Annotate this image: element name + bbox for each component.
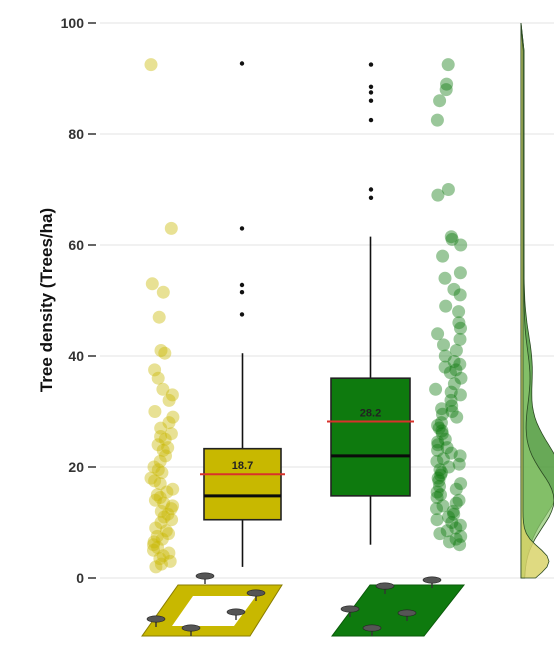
outlier-point: [369, 118, 373, 122]
tick-label-80: 80: [68, 126, 84, 142]
outlier-point: [369, 85, 373, 89]
data-point: [439, 300, 452, 313]
data-point: [165, 222, 178, 235]
tree-crown: [227, 609, 245, 615]
outlier-point: [240, 283, 244, 287]
data-point: [430, 502, 443, 515]
group-icons: [142, 573, 464, 636]
outlier-point: [240, 61, 244, 65]
data-point: [453, 538, 466, 551]
tree-icon: [196, 573, 214, 584]
data-point: [454, 239, 467, 252]
data-point: [429, 383, 442, 396]
tick-label-40: 40: [68, 348, 84, 364]
data-point: [436, 250, 449, 263]
tree-crown: [341, 606, 359, 612]
outlier-point: [240, 312, 244, 316]
tree-crown: [376, 583, 394, 589]
data-point: [157, 286, 170, 299]
tree-crown: [363, 625, 381, 631]
outlier-point: [240, 290, 244, 294]
data-point: [431, 513, 444, 526]
tree-crown: [423, 577, 441, 583]
density-plot: [521, 23, 554, 578]
data-point: [431, 189, 444, 202]
data-point: [439, 272, 452, 285]
data-point: [153, 311, 166, 324]
tree-crown: [147, 616, 165, 622]
outlier-point: [369, 62, 373, 66]
tree-crown: [196, 573, 214, 579]
group-1: 18.7: [145, 58, 286, 573]
mean-value-label: 18.7: [232, 460, 253, 472]
box-iqr: [331, 378, 410, 496]
outlier-point: [369, 187, 373, 191]
data-point: [450, 411, 463, 424]
tree-crown: [182, 625, 200, 631]
tick-label-20: 20: [68, 459, 84, 475]
data-point: [454, 333, 467, 346]
mean-value-label: 28.2: [360, 407, 381, 419]
data-point: [454, 322, 467, 335]
group-2: 28.2: [327, 58, 468, 551]
data-point: [450, 344, 463, 357]
tree-crown: [247, 590, 265, 596]
parkland-field-filled-icon: [332, 577, 464, 636]
tree-crown: [398, 610, 416, 616]
outlier-point: [369, 90, 373, 94]
data-point: [454, 266, 467, 279]
tick-label-60: 60: [68, 237, 84, 253]
outlier-point: [369, 99, 373, 103]
tick-label-0: 0: [76, 570, 84, 586]
data-point: [152, 372, 165, 385]
parkland-field-outline-icon: [142, 573, 282, 636]
data-point: [163, 394, 176, 407]
outlier-point: [369, 196, 373, 200]
data-point: [442, 58, 455, 71]
data-point: [440, 83, 453, 96]
density-ridge-2: [521, 23, 554, 578]
data-point: [158, 347, 171, 360]
data-point: [454, 288, 467, 301]
data-point: [437, 338, 450, 351]
tick-label-100: 100: [61, 15, 85, 31]
data-point: [145, 58, 158, 71]
data-point: [149, 560, 162, 573]
data-point: [450, 483, 463, 496]
data-point: [433, 94, 446, 107]
y-axis-label: Tree density (Trees/ha): [37, 208, 56, 392]
data-point: [452, 305, 465, 318]
box-groups: 18.7 28.2: [145, 58, 468, 573]
outlier-point: [240, 226, 244, 230]
y-axis-ticks: 0 20 40 60 80 100: [61, 15, 96, 586]
data-point: [148, 405, 161, 418]
data-point: [146, 277, 159, 290]
data-point: [431, 114, 444, 127]
data-point: [431, 327, 444, 340]
